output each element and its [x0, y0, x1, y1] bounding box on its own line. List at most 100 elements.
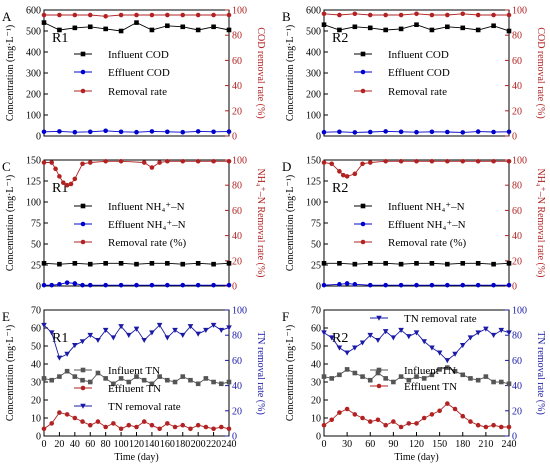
left-tick-label: 400 — [306, 48, 321, 59]
data-point — [180, 282, 186, 288]
data-point — [498, 379, 504, 385]
data-point — [226, 325, 232, 331]
data-point — [53, 166, 58, 172]
data-point — [57, 174, 62, 179]
data-point — [195, 331, 201, 337]
panel-letter: C — [2, 159, 11, 174]
data-point — [49, 421, 55, 426]
x-tick-label: 0 — [322, 439, 327, 450]
data-point — [398, 158, 404, 164]
legend-label: Removal rate — [388, 86, 447, 98]
data-point — [57, 410, 62, 415]
data-point — [367, 160, 373, 165]
data-point — [383, 12, 388, 18]
data-point — [491, 282, 496, 288]
legend-marker — [80, 69, 86, 75]
data-point — [149, 165, 155, 170]
data-point — [203, 327, 209, 333]
right-axis-label: NH₄⁺–N Removal rate (%) — [535, 168, 546, 277]
data-point — [360, 415, 365, 421]
data-point — [180, 12, 186, 18]
right-tick-label: 40 — [512, 81, 522, 92]
data-point — [337, 169, 342, 174]
data-point — [452, 368, 458, 374]
data-point — [452, 351, 458, 357]
data-point — [41, 160, 47, 165]
data-point — [445, 24, 450, 30]
left-tick-label: 0 — [316, 282, 321, 293]
data-point — [491, 23, 496, 29]
legend-label: Effluent NH₄⁺–N — [388, 219, 466, 231]
data-point — [72, 342, 78, 349]
data-point — [203, 424, 209, 430]
data-point — [429, 345, 435, 351]
left-axis-label: Concentration (mg·L⁻¹) — [285, 25, 296, 121]
data-point — [226, 27, 232, 33]
legend-label: Effluent TN — [404, 381, 457, 393]
data-point — [172, 327, 178, 333]
data-point — [321, 160, 327, 165]
data-point — [382, 329, 389, 335]
data-point — [413, 330, 420, 336]
data-point — [87, 379, 93, 385]
reactor-label: R1 — [52, 331, 68, 346]
data-point — [360, 161, 365, 167]
left-tick-label: 40 — [311, 360, 321, 371]
x-tick-label: 240 — [502, 439, 517, 450]
right-axis-label: COD removal rate (%) — [535, 27, 546, 118]
data-point — [468, 419, 473, 424]
right-tick-label: 40 — [512, 231, 522, 242]
data-point — [352, 171, 358, 177]
left-tick-label: 0 — [36, 432, 41, 443]
data-point — [80, 161, 85, 167]
data-point — [141, 160, 147, 165]
data-point — [103, 13, 108, 19]
data-point — [390, 335, 397, 341]
data-point — [491, 422, 496, 428]
data-point — [141, 377, 147, 383]
data-point — [483, 326, 489, 332]
data-point — [87, 24, 93, 30]
data-point — [72, 25, 78, 31]
left-axis-label: Concentration (mg·L⁻¹) — [285, 175, 296, 271]
legend-label: Effluent COD — [108, 67, 170, 79]
left-tick-label: 40 — [31, 360, 41, 371]
left-tick-label: 150 — [306, 156, 321, 167]
data-point — [57, 374, 62, 379]
data-point — [460, 413, 466, 419]
data-point — [110, 335, 117, 341]
right-tick-label: 20 — [512, 406, 522, 417]
data-point — [134, 424, 139, 430]
data-point — [491, 129, 496, 135]
right-tick-label: 60 — [512, 356, 522, 367]
data-point — [195, 129, 201, 134]
data-point — [445, 261, 450, 267]
legend-marker — [80, 203, 86, 209]
x-tick-label: 60 — [85, 439, 95, 450]
data-point — [337, 282, 342, 287]
legend-label: Influent NH₄⁺–N — [108, 201, 185, 213]
data-point — [329, 417, 335, 423]
data-point — [134, 282, 139, 288]
x-axis-label: Time (day) — [394, 452, 438, 463]
data-point — [344, 350, 350, 356]
data-point — [95, 337, 101, 344]
x-tick-label: 240 — [222, 439, 237, 450]
data-point — [211, 426, 216, 432]
left-tick-label: 70 — [31, 306, 41, 317]
data-point — [165, 377, 170, 383]
panel-letter: A — [2, 9, 12, 24]
data-point — [165, 23, 170, 29]
data-point — [383, 376, 388, 381]
left-tick-label: 400 — [26, 48, 41, 59]
data-point — [102, 327, 109, 333]
left-tick-label: 300 — [306, 69, 321, 80]
x-tick-label: 20 — [54, 439, 64, 450]
right-tick-label: 100 — [512, 306, 527, 317]
data-point — [367, 419, 373, 424]
data-point — [118, 426, 124, 432]
left-tick-label: 25 — [31, 261, 41, 272]
data-point — [41, 282, 47, 288]
data-point — [483, 374, 489, 379]
data-point — [429, 12, 435, 18]
